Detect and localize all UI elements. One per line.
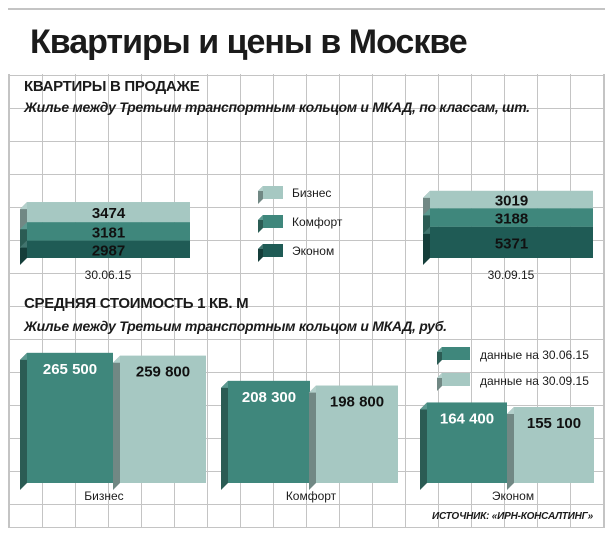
stack-value-label-1-0: 5371 — [495, 235, 528, 252]
stack-value-label-1-2: 3019 — [495, 193, 528, 210]
stack-value-label-1-1: 3188 — [495, 211, 528, 228]
price-bar-0-1 — [113, 355, 206, 490]
price-category-label-0: Бизнес — [84, 489, 123, 503]
price-bar-0-0 — [20, 352, 113, 490]
legend-swatch-0 — [258, 186, 283, 204]
price-bar-2-1 — [507, 407, 594, 490]
price-category-label-1: Комфорт — [286, 489, 337, 503]
title-panel: Квартиры и цены в Москве — [8, 10, 605, 74]
price-value-label-1-0: 208 300 — [242, 389, 296, 406]
price-bar-1-0 — [221, 380, 310, 490]
stack-value-label-0-0: 2987 — [92, 242, 125, 259]
stack-segment-0-2 — [20, 202, 190, 230]
stack-category-label-0: 30.06.15 — [85, 268, 132, 282]
legend-label-2: Эконом — [292, 244, 334, 258]
legend-swatch-1 — [258, 215, 283, 233]
price-legend-label-0: данные на 30.06.15 — [480, 348, 589, 362]
section1-heading: КВАРТИРЫ В ПРОДАЖЕ — [24, 78, 200, 95]
section2-subheading: Жилье между Третьим транспортным кольцом… — [24, 318, 447, 334]
price-bar-2-0 — [420, 402, 507, 490]
stack-segment-1-1 — [423, 208, 593, 234]
stack-segment-1-2 — [423, 190, 593, 216]
price-value-label-1-1: 198 800 — [330, 394, 384, 411]
price-legend-swatch-1 — [437, 373, 470, 391]
price-value-label-2-0: 164 400 — [440, 410, 494, 427]
stack-value-label-0-2: 3474 — [92, 205, 126, 222]
price-value-label-2-1: 155 100 — [527, 415, 581, 432]
stack-category-label-1: 30.09.15 — [488, 268, 535, 282]
stack-segment-0-1 — [20, 222, 190, 248]
price-legend-swatch-0 — [437, 347, 470, 365]
price-category-label-2: Эконом — [492, 489, 534, 503]
stack-segment-1-0 — [423, 226, 593, 265]
stack-value-label-0-1: 3181 — [92, 224, 125, 241]
price-legend-label-1: данные на 30.09.15 — [480, 374, 589, 388]
price-value-label-0-0: 265 500 — [43, 361, 97, 378]
section1-subheading: Жилье между Третьим транспортным кольцом… — [24, 99, 530, 115]
legend-swatch-2 — [258, 244, 283, 262]
source-note: ИСТОЧНИК: «ИРН-КОНСАЛТИНГ» — [432, 511, 593, 522]
section2-heading: СРЕДНЯЯ СТОИМОСТЬ 1 КВ. М — [24, 295, 249, 312]
legend-label-0: Бизнес — [292, 186, 331, 200]
page-title: Квартиры и цены в Москве — [30, 23, 468, 61]
price-value-label-0-1: 259 800 — [136, 364, 190, 381]
stack-segment-0-0 — [20, 240, 190, 265]
price-bar-1-1 — [309, 385, 398, 490]
legend-label-1: Комфорт — [292, 215, 343, 229]
